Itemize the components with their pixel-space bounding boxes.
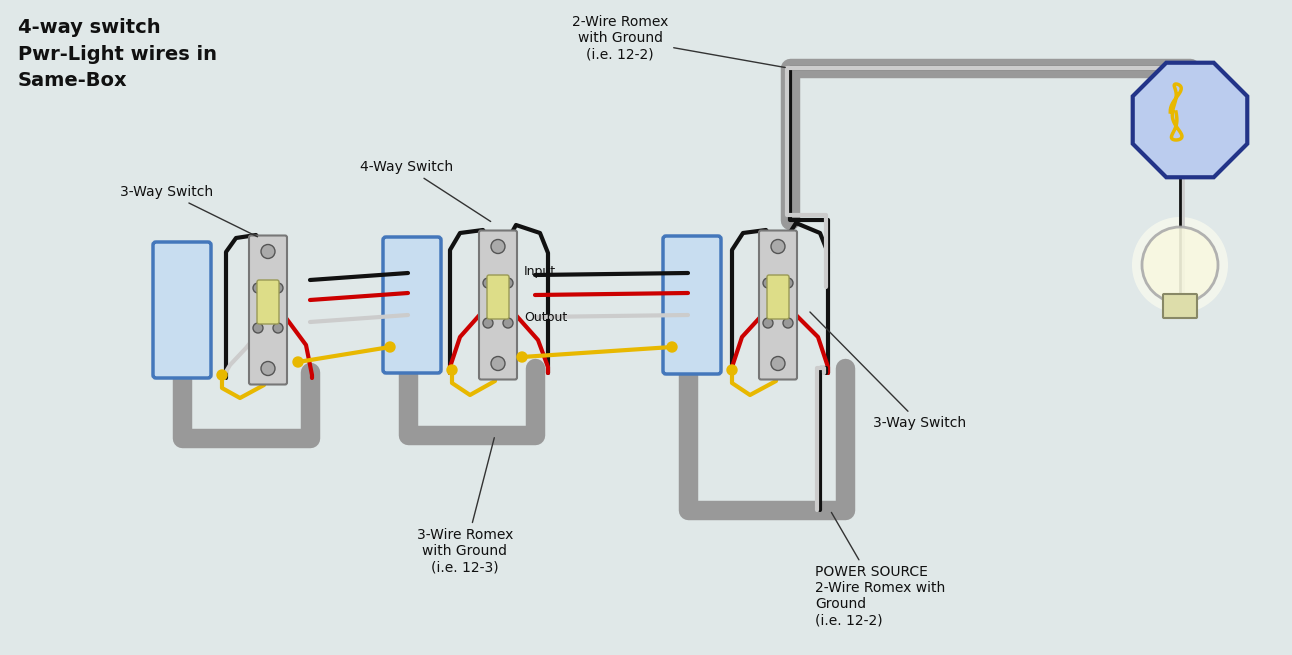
- Text: POWER SOURCE
2-Wire Romex with
Ground
(i.e. 12-2): POWER SOURCE 2-Wire Romex with Ground (i…: [815, 512, 946, 627]
- Circle shape: [483, 278, 494, 288]
- Circle shape: [273, 323, 283, 333]
- Text: Output: Output: [525, 310, 567, 324]
- FancyBboxPatch shape: [257, 280, 279, 324]
- Circle shape: [491, 356, 505, 371]
- Circle shape: [261, 244, 275, 259]
- Circle shape: [1132, 217, 1227, 313]
- Circle shape: [517, 352, 527, 362]
- FancyBboxPatch shape: [382, 237, 441, 373]
- FancyBboxPatch shape: [152, 242, 211, 378]
- Text: 3-Way Switch: 3-Way Switch: [120, 185, 257, 236]
- Circle shape: [491, 240, 505, 253]
- Text: 3-Wire Romex
with Ground
(i.e. 12-3): 3-Wire Romex with Ground (i.e. 12-3): [417, 438, 513, 574]
- Circle shape: [764, 278, 773, 288]
- Polygon shape: [1133, 63, 1247, 178]
- Circle shape: [783, 278, 793, 288]
- Circle shape: [253, 283, 264, 293]
- FancyBboxPatch shape: [758, 231, 797, 379]
- Circle shape: [217, 370, 227, 380]
- Text: Input: Input: [525, 265, 556, 278]
- Text: 3-Way Switch: 3-Way Switch: [810, 312, 966, 430]
- Circle shape: [503, 278, 513, 288]
- Circle shape: [771, 356, 786, 371]
- Text: 2-Wire Romex
with Ground
(i.e. 12-2): 2-Wire Romex with Ground (i.e. 12-2): [572, 15, 786, 67]
- Circle shape: [503, 318, 513, 328]
- Circle shape: [727, 365, 736, 375]
- Circle shape: [253, 323, 264, 333]
- Circle shape: [764, 318, 773, 328]
- Circle shape: [783, 318, 793, 328]
- FancyBboxPatch shape: [1163, 294, 1196, 318]
- FancyBboxPatch shape: [249, 236, 287, 384]
- FancyBboxPatch shape: [487, 275, 509, 319]
- Circle shape: [771, 240, 786, 253]
- Circle shape: [385, 342, 395, 352]
- FancyBboxPatch shape: [767, 275, 789, 319]
- Circle shape: [483, 318, 494, 328]
- Circle shape: [667, 342, 677, 352]
- Circle shape: [1142, 227, 1218, 303]
- Circle shape: [293, 357, 304, 367]
- Circle shape: [261, 362, 275, 375]
- FancyBboxPatch shape: [663, 236, 721, 374]
- Text: 4-Way Switch: 4-Way Switch: [360, 160, 491, 221]
- Text: 4-way switch
Pwr-Light wires in
Same-Box: 4-way switch Pwr-Light wires in Same-Box: [18, 18, 217, 90]
- Circle shape: [447, 365, 457, 375]
- FancyBboxPatch shape: [479, 231, 517, 379]
- Circle shape: [273, 283, 283, 293]
